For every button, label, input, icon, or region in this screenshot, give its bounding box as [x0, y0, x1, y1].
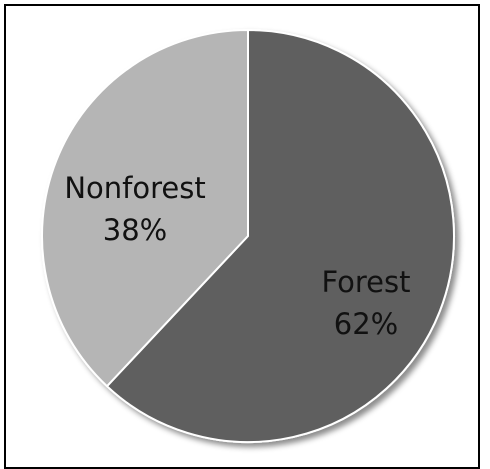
slice-label-forest: Forest	[322, 265, 411, 299]
slice-value-forest: 62%	[334, 307, 398, 341]
slice-label-nonforest: Nonforest	[64, 171, 205, 205]
slice-value-nonforest: 38%	[103, 213, 167, 247]
pie-slice-nonforest	[41, 28, 249, 388]
pie-labels: Forest 62% Nonforest 38%	[64, 171, 410, 341]
pie-slice-forest	[105, 28, 455, 443]
pie-slices	[41, 28, 455, 443]
